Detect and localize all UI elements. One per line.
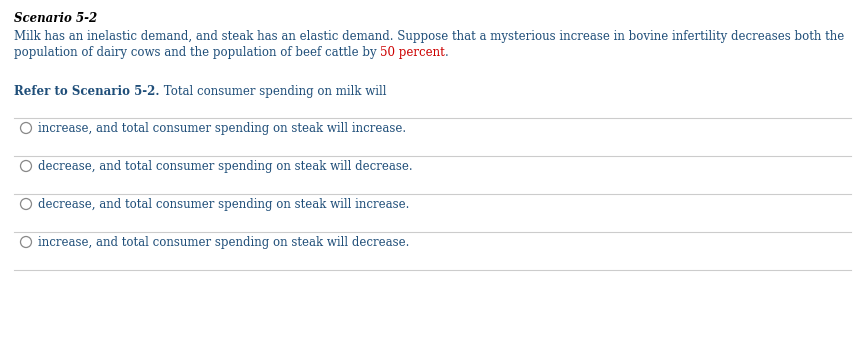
Text: 50 percent: 50 percent [381, 46, 445, 59]
Text: Milk has an inelastic demand, and steak has an elastic demand. Suppose that a my: Milk has an inelastic demand, and steak … [14, 30, 844, 43]
Text: .: . [445, 46, 449, 59]
Text: decrease, and total consumer spending on steak will increase.: decrease, and total consumer spending on… [38, 198, 409, 211]
Text: Total consumer spending on milk will: Total consumer spending on milk will [159, 85, 386, 98]
Text: Scenario 5-2: Scenario 5-2 [14, 12, 97, 25]
Text: decrease, and total consumer spending on steak will decrease.: decrease, and total consumer spending on… [38, 160, 413, 173]
Text: population of dairy cows and the population of beef cattle by: population of dairy cows and the populat… [14, 46, 381, 59]
Text: increase, and total consumer spending on steak will decrease.: increase, and total consumer spending on… [38, 236, 409, 249]
Text: increase, and total consumer spending on steak will increase.: increase, and total consumer spending on… [38, 122, 407, 135]
Text: Refer to Scenario 5-2.: Refer to Scenario 5-2. [14, 85, 159, 98]
